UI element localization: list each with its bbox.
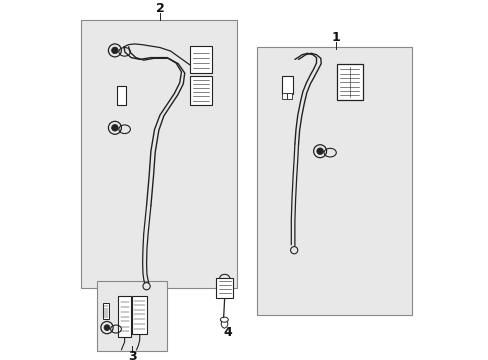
FancyBboxPatch shape xyxy=(282,76,292,94)
FancyBboxPatch shape xyxy=(336,64,362,100)
Text: 1: 1 xyxy=(331,31,340,44)
FancyBboxPatch shape xyxy=(190,76,211,105)
Text: 3: 3 xyxy=(127,350,136,360)
Circle shape xyxy=(104,325,110,330)
FancyBboxPatch shape xyxy=(118,296,130,337)
FancyBboxPatch shape xyxy=(190,46,211,73)
FancyBboxPatch shape xyxy=(286,93,291,99)
FancyBboxPatch shape xyxy=(81,20,237,288)
Text: 4: 4 xyxy=(224,327,232,339)
FancyBboxPatch shape xyxy=(102,303,108,319)
FancyBboxPatch shape xyxy=(257,47,411,315)
Circle shape xyxy=(316,148,323,154)
FancyBboxPatch shape xyxy=(97,281,167,351)
FancyBboxPatch shape xyxy=(282,93,287,99)
Text: 2: 2 xyxy=(155,3,164,15)
Circle shape xyxy=(111,125,118,131)
Circle shape xyxy=(111,47,118,54)
FancyBboxPatch shape xyxy=(216,278,232,298)
FancyBboxPatch shape xyxy=(117,86,126,105)
FancyBboxPatch shape xyxy=(132,296,147,334)
